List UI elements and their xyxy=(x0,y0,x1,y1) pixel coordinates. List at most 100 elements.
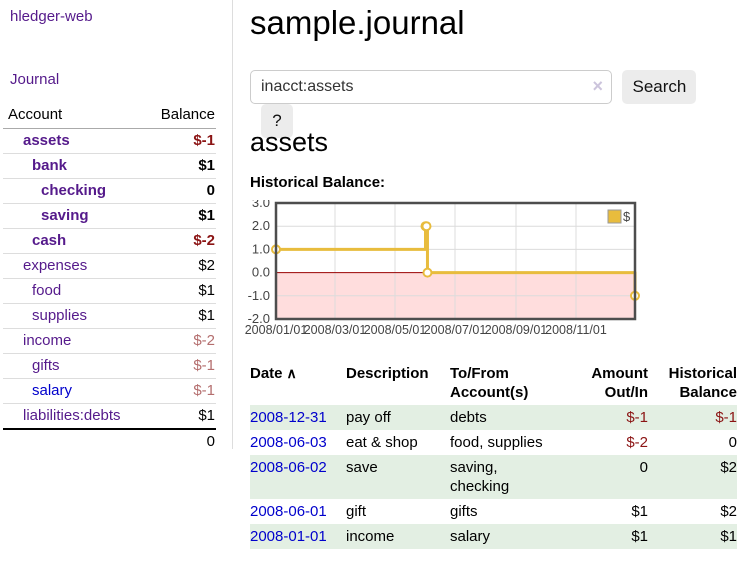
account-link-gifts[interactable]: gifts xyxy=(32,357,60,374)
account-link-expenses[interactable]: expenses xyxy=(23,257,88,274)
account-link-checking[interactable]: checking xyxy=(41,182,107,199)
svg-text:2.0: 2.0 xyxy=(252,218,270,233)
transaction-balance: 0 xyxy=(728,434,737,451)
account-balance: $1 xyxy=(143,403,216,429)
transaction-description: income xyxy=(346,524,450,549)
account-row-cash: cash $-2 xyxy=(3,228,216,254)
transaction-accounts: salary xyxy=(450,524,568,549)
transaction-description: eat & shop xyxy=(346,434,418,451)
transaction-description: gift xyxy=(346,503,367,520)
column-header-description: Description xyxy=(346,365,429,382)
column-header-date[interactable]: Date ∧ xyxy=(250,365,297,382)
transaction-accounts: debts xyxy=(450,405,568,430)
account-row-checking: checking 0 xyxy=(3,178,216,204)
account-balance: $2 xyxy=(143,253,216,279)
svg-text:0.0: 0.0 xyxy=(252,265,270,280)
svg-text:1.0: 1.0 xyxy=(252,241,270,256)
sort-ascending-icon: ∧ xyxy=(286,365,297,381)
account-balance: 0 xyxy=(143,178,216,204)
account-balance: $-1 xyxy=(143,353,216,379)
transaction-row: 2008-12-31 pay off debts $-1 $-1 xyxy=(250,405,737,430)
sidebar: hledger-web Journal Account Balance asse… xyxy=(0,0,233,454)
account-row-bank: bank $1 xyxy=(3,153,216,179)
transaction-description: save xyxy=(346,455,450,499)
transaction-amount: $-2 xyxy=(626,434,648,451)
transactions-table: Date ∧ Description To/From Account(s) Amou… xyxy=(250,361,737,549)
account-balance: $1 xyxy=(143,203,216,229)
svg-text:2008/07/01: 2008/07/01 xyxy=(424,323,487,337)
transaction-amount: 0 xyxy=(568,455,648,499)
transaction-balance: $2 xyxy=(720,503,737,520)
account-balance: $-1 xyxy=(193,132,215,149)
accounts-total-value: 0 xyxy=(143,428,216,454)
page-title: sample.journal xyxy=(250,4,465,41)
account-link-bank[interactable]: bank xyxy=(32,157,68,174)
transaction-amount: $1 xyxy=(568,524,648,549)
app-title-link[interactable]: hledger-web xyxy=(10,8,93,25)
account-link-income[interactable]: income xyxy=(23,332,72,349)
transaction-row: 2008-06-03 eat & shop food, supplies $-2… xyxy=(250,430,737,455)
account-row-liabilities-debts: liabilities:debts $1 xyxy=(3,403,216,429)
accounts-header-balance: Balance xyxy=(143,103,216,129)
svg-text:2008/01/01: 2008/01/01 xyxy=(245,323,308,337)
sidebar-item-journal[interactable]: Journal xyxy=(10,71,60,88)
account-link-cash[interactable]: cash xyxy=(32,232,67,249)
account-balance: $1 xyxy=(143,153,216,179)
svg-text:-1.0: -1.0 xyxy=(248,288,270,303)
column-header-balance: Historical Balance xyxy=(668,365,737,401)
search-input[interactable] xyxy=(250,70,612,104)
accounts-header-row: Account Balance xyxy=(3,103,216,129)
transaction-balance: $1 xyxy=(648,524,737,549)
transaction-date-link[interactable]: 2008-06-03 xyxy=(250,434,327,451)
transaction-row: 2008-06-02 save saving, checking 0 $2 xyxy=(250,455,737,499)
account-row-income: income $-2 xyxy=(3,328,216,354)
help-button[interactable]: ? xyxy=(261,104,293,138)
account-row-salary: salary $-1 xyxy=(3,378,216,404)
svg-text:3.0: 3.0 xyxy=(252,200,270,210)
account-heading: assets xyxy=(250,127,329,157)
svg-text:2008/03/01: 2008/03/01 xyxy=(304,323,367,337)
clear-search-icon[interactable]: × xyxy=(592,76,603,96)
transaction-accounts: food, supplies xyxy=(450,434,543,451)
account-row-expenses: expenses $2 xyxy=(3,253,216,279)
account-link-assets[interactable]: assets xyxy=(23,132,70,149)
svg-text:$: $ xyxy=(623,209,631,224)
accounts-table: Account Balance assets $-1 bank $1 check… xyxy=(3,103,216,454)
account-balance: $-1 xyxy=(143,378,216,404)
transaction-date-link[interactable]: 2008-06-02 xyxy=(250,459,327,476)
transaction-amount: $1 xyxy=(631,503,648,520)
account-row-gifts: gifts $-1 xyxy=(3,353,216,379)
column-header-amount: Amount Out/In xyxy=(591,365,648,401)
account-balance: $-2 xyxy=(143,328,216,354)
svg-text:-2.0: -2.0 xyxy=(248,311,270,326)
transaction-row: 2008-01-01 income salary $1 $1 xyxy=(250,524,737,549)
account-link-liabilities-debts[interactable]: liabilities:debts xyxy=(23,407,121,424)
transaction-row: 2008-06-01 gift gifts $1 $2 xyxy=(250,499,737,524)
search-button[interactable]: Search xyxy=(622,70,697,104)
transactions-header-row: Date ∧ Description To/From Account(s) Amou… xyxy=(250,361,737,405)
account-link-salary[interactable]: salary xyxy=(32,382,73,399)
accounts-header-account: Account xyxy=(3,103,144,129)
account-link-food[interactable]: food xyxy=(32,282,62,299)
account-row-supplies: supplies $1 xyxy=(3,303,216,329)
main-content: sample.journal × Search ? assets Histori… xyxy=(245,0,742,582)
transaction-description: pay off xyxy=(346,405,450,430)
transaction-date-link[interactable]: 2008-06-01 xyxy=(250,503,327,520)
svg-text:2008/05/01: 2008/05/01 xyxy=(364,323,427,337)
accounts-total-row: 0 xyxy=(3,428,216,454)
svg-text:2008/09/01: 2008/09/01 xyxy=(485,323,548,337)
account-link-saving[interactable]: saving xyxy=(41,207,89,224)
account-row-food: food $1 xyxy=(3,278,216,304)
transaction-balance: $-1 xyxy=(648,405,737,430)
svg-text:2008/11/01: 2008/11/01 xyxy=(545,323,607,337)
search-form: × Search ? xyxy=(250,70,742,138)
historical-balance-chart: $3.0 2.0 1.0 0.0 -1.0 -2.0 2008/01/01 2008/03/0… xyxy=(243,195,643,340)
column-header-accounts: To/From Account(s) xyxy=(450,365,529,401)
account-balance: $-2 xyxy=(143,228,216,254)
account-row-assets: assets $-1 xyxy=(3,129,216,154)
account-link-supplies[interactable]: supplies xyxy=(32,307,88,324)
transaction-date-link[interactable]: 2008-12-31 xyxy=(250,409,327,426)
transaction-date-link[interactable]: 2008-01-01 xyxy=(250,528,327,545)
transaction-amount: $-1 xyxy=(568,405,648,430)
transaction-accounts: gifts xyxy=(450,503,478,520)
